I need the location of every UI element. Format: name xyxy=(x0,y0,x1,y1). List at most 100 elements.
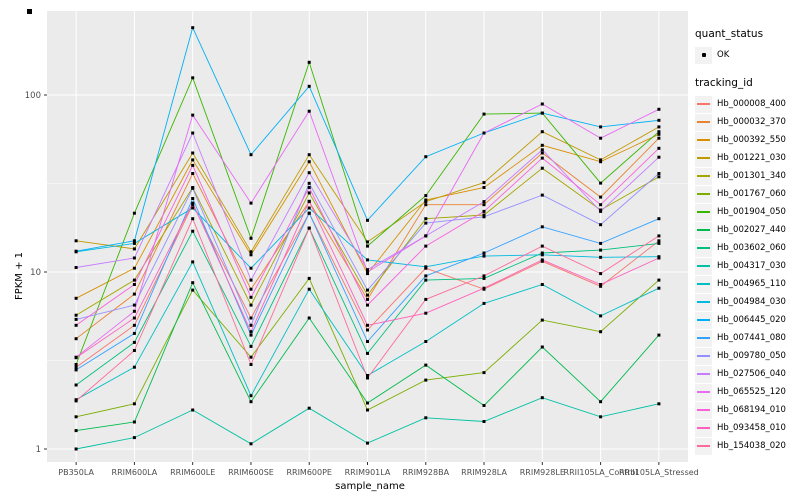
data-point xyxy=(482,404,486,407)
data-point xyxy=(132,340,136,344)
x-tick-label: RRIM600LE xyxy=(170,468,215,477)
data-point xyxy=(307,406,311,410)
data-point xyxy=(657,132,661,136)
data-point xyxy=(191,217,195,221)
data-point xyxy=(307,191,311,195)
legend-entry-label: OK xyxy=(717,50,730,60)
legend-key-box xyxy=(695,185,712,203)
legend-key-box xyxy=(695,95,712,113)
legend-entry: Hb_004317_030 xyxy=(695,257,798,275)
data-point xyxy=(424,194,428,198)
legend-entry-label: Hb_009780_050 xyxy=(717,351,786,361)
data-point xyxy=(424,363,428,367)
data-point xyxy=(132,303,136,307)
legend-key-box xyxy=(695,347,712,365)
data-point xyxy=(132,283,136,286)
data-point xyxy=(540,251,544,255)
data-point xyxy=(599,241,603,245)
data-point xyxy=(599,400,603,404)
data-point xyxy=(657,125,661,129)
legend-entry-label: Hb_027506_040 xyxy=(717,369,786,379)
data-point xyxy=(191,197,195,200)
data-point xyxy=(191,288,195,292)
legend-entry-label: Hb_004317_030 xyxy=(717,261,786,271)
data-point xyxy=(191,151,195,155)
data-point xyxy=(540,225,544,229)
line-swatch-icon xyxy=(697,157,710,159)
data-point xyxy=(366,268,369,272)
data-point xyxy=(366,258,369,262)
data-point xyxy=(132,349,136,352)
data-point xyxy=(424,155,428,159)
data-point xyxy=(540,396,544,400)
legend-entry-ok: OK xyxy=(695,46,798,64)
legend-key-box xyxy=(695,203,712,221)
data-point xyxy=(482,286,486,290)
data-point xyxy=(599,314,603,318)
data-point xyxy=(132,292,136,296)
data-point xyxy=(191,186,195,190)
data-point xyxy=(307,287,311,291)
data-point xyxy=(366,270,369,274)
data-point xyxy=(657,155,661,159)
data-point xyxy=(191,172,195,175)
data-point xyxy=(366,441,369,445)
data-point xyxy=(307,199,311,203)
line-swatch-icon xyxy=(697,121,710,123)
legend-key-box xyxy=(695,401,712,419)
data-point xyxy=(482,420,486,423)
data-point xyxy=(307,186,311,189)
data-point xyxy=(366,293,369,297)
legend-entry-label: Hb_000032_370 xyxy=(717,117,786,127)
legend-key-box xyxy=(695,131,712,149)
data-point xyxy=(657,136,661,140)
data-point xyxy=(599,158,603,162)
legend-key-box xyxy=(695,329,712,347)
data-point xyxy=(540,156,544,160)
data-point xyxy=(599,136,603,140)
data-point xyxy=(191,203,195,207)
data-point xyxy=(191,201,195,205)
line-swatch-icon xyxy=(697,229,710,231)
legend-key-box xyxy=(695,383,712,401)
legend-entry-label: Hb_065525_120 xyxy=(717,387,786,397)
data-point xyxy=(482,200,486,204)
data-point xyxy=(482,371,486,375)
data-point xyxy=(249,295,253,299)
legend-key-box xyxy=(695,46,712,64)
point-marker-icon xyxy=(701,53,706,57)
data-point xyxy=(599,209,603,213)
data-point xyxy=(657,402,661,406)
data-point xyxy=(307,160,311,164)
data-point xyxy=(191,158,195,162)
data-point xyxy=(249,278,253,282)
data-point xyxy=(132,266,136,270)
legend-entry-label: Hb_004984_030 xyxy=(717,297,786,307)
data-point xyxy=(424,234,428,238)
data-point xyxy=(249,287,253,291)
data-point xyxy=(249,330,253,334)
data-point xyxy=(74,415,78,419)
data-point xyxy=(366,303,369,307)
data-point xyxy=(74,323,78,327)
data-point xyxy=(191,281,195,285)
line-swatch-icon xyxy=(697,265,710,267)
data-point xyxy=(482,112,486,116)
legend-entry-label: Hb_001221_030 xyxy=(717,153,786,163)
y-axis-title: FPKM + 1 xyxy=(14,251,25,301)
legend-entry-label: Hb_001904_050 xyxy=(717,207,786,217)
line-swatch-icon xyxy=(697,319,710,321)
data-point xyxy=(307,316,311,320)
x-tick-label: RRIM600SE xyxy=(228,468,274,477)
legend-entry: Hb_068194_010 xyxy=(695,401,798,419)
legend-entry-label: Hb_006445_020 xyxy=(717,315,786,325)
legend-tracking-id-title: tracking_id xyxy=(695,77,753,89)
data-point xyxy=(482,203,486,207)
data-point xyxy=(249,201,253,205)
data-point xyxy=(307,84,311,88)
data-point xyxy=(482,209,486,213)
data-point xyxy=(366,272,369,276)
data-point xyxy=(424,378,428,382)
legend-entry: Hb_065525_120 xyxy=(695,383,798,401)
